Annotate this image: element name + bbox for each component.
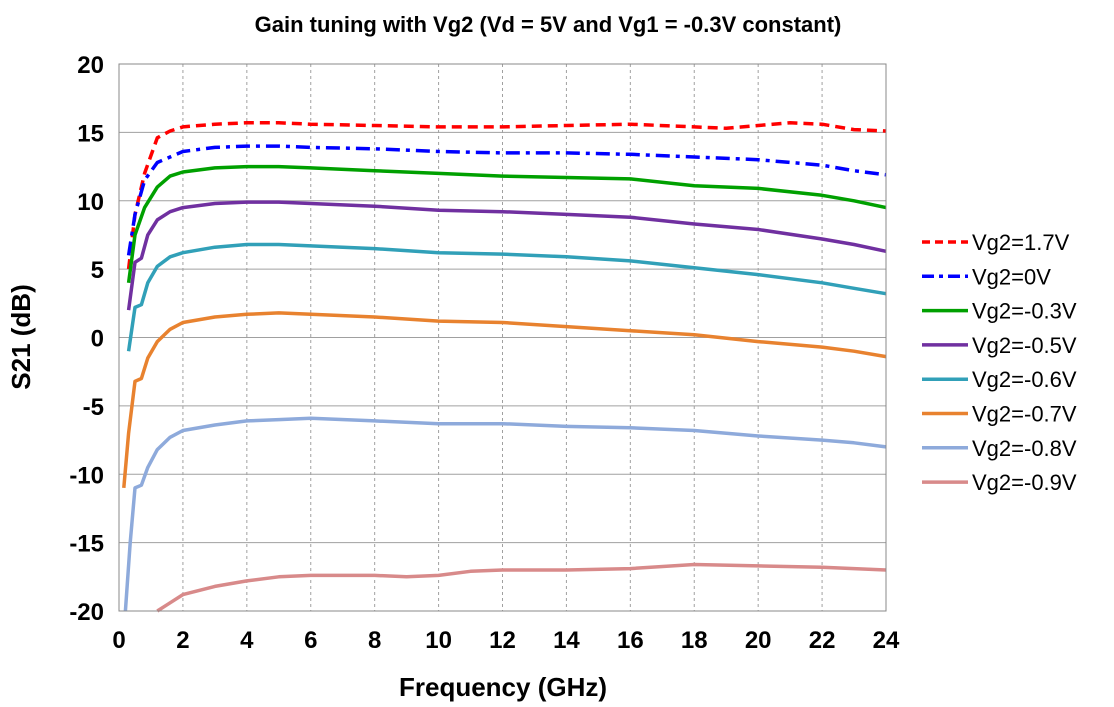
x-tick-label: 2: [176, 627, 189, 654]
x-tick-label: 6: [304, 627, 317, 654]
plot-area-border: [118, 63, 887, 612]
x-axis-title: Frequency (GHz): [399, 672, 607, 702]
x-tick-label: 12: [489, 627, 516, 654]
series-line-Vg2=1.7V: [126, 121, 887, 270]
x-tick-labels: 0 2 4 6 8 10 12 14 16 18 20 22 24: [112, 627, 900, 654]
legend-label: Vg2=1.7V: [972, 230, 1070, 255]
y-tick-labels: -20 -15 -10 -5 0 5 10 15 20: [69, 52, 104, 626]
series-line-Vg2=-0.6V: [126, 242, 887, 352]
x-tick-label: 16: [617, 627, 644, 654]
grid: [119, 64, 886, 611]
legend-label: Vg2=-0.9V: [972, 470, 1077, 495]
chart-title: Gain tuning with Vg2 (Vd = 5V and Vg1 = …: [255, 12, 842, 37]
x-tick-label: 10: [425, 627, 452, 654]
legend-label: Vg2=-0.3V: [972, 299, 1077, 324]
legend-label: Vg2=-0.5V: [972, 333, 1077, 358]
y-tick-label: 15: [77, 120, 104, 147]
series-layer: [122, 121, 887, 613]
series-line-Vg2=-0.3V: [126, 164, 887, 284]
y-tick-label: -15: [69, 531, 104, 558]
x-tick-label: 0: [112, 627, 125, 654]
x-tick-label: 18: [681, 627, 708, 654]
x-tick-label: 14: [553, 627, 580, 654]
y-tick-label: -20: [69, 599, 104, 626]
series-line-Vg2=-0.5V: [126, 200, 887, 311]
y-tick-label: 5: [91, 257, 104, 284]
y-tick-label: -10: [69, 462, 104, 489]
series-line-Vg2=-0.9V: [156, 562, 887, 613]
x-tick-label: 20: [745, 627, 772, 654]
legend-label: Vg2=-0.6V: [972, 367, 1077, 392]
x-tick-label: 22: [809, 627, 836, 654]
series-line-Vg2=0V: [126, 144, 887, 256]
x-tick-label: 8: [368, 627, 381, 654]
y-tick-label: 20: [77, 52, 104, 79]
series-line-Vg2=-0.7V: [122, 311, 887, 489]
x-tick-label: 24: [873, 627, 900, 654]
series-line-Vg2=-0.8V: [123, 416, 887, 612]
y-tick-label: 0: [91, 326, 104, 353]
y-tick-label: 10: [77, 189, 104, 216]
x-tick-label: 4: [240, 627, 254, 654]
y-axis-title: S21 (dB): [6, 284, 36, 389]
y-tick-label: -5: [83, 394, 104, 421]
legend-label: Vg2=0V: [972, 264, 1051, 289]
legend-label: Vg2=-0.7V: [972, 402, 1077, 427]
legend-label: Vg2=-0.8V: [972, 436, 1077, 461]
legend: Vg2=1.7V Vg2=0V Vg2=-0.3V Vg2=-0.5V Vg2=-0.6…: [922, 230, 1077, 495]
